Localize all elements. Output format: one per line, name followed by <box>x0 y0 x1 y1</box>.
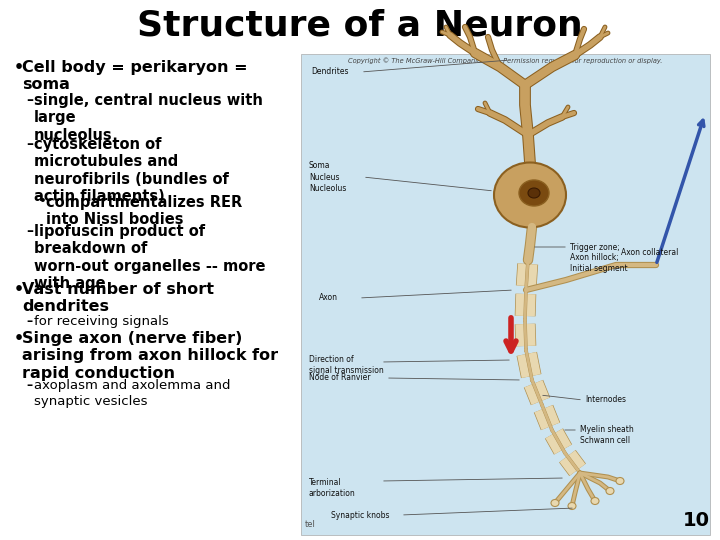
Ellipse shape <box>528 188 540 198</box>
Text: single, central nucleus with
large
nucleolus: single, central nucleus with large nucle… <box>34 93 263 143</box>
Text: Vast number of short
dendrites: Vast number of short dendrites <box>22 282 214 314</box>
Text: Axon collateral: Axon collateral <box>621 248 678 257</box>
Text: •: • <box>14 331 24 346</box>
Text: Synaptic knobs: Synaptic knobs <box>331 510 390 519</box>
Text: –: – <box>26 93 33 107</box>
Text: lipofuscin product of
breakdown of
worn-out organelles -- more
with age: lipofuscin product of breakdown of worn-… <box>34 224 266 291</box>
Text: –: – <box>26 137 33 151</box>
Text: •: • <box>38 195 45 208</box>
Ellipse shape <box>494 163 566 227</box>
Ellipse shape <box>591 497 599 504</box>
Text: Dendrites: Dendrites <box>311 68 348 77</box>
Text: compartmentalizes RER
into Nissl bodies: compartmentalizes RER into Nissl bodies <box>46 195 242 227</box>
Text: Axon: Axon <box>319 294 338 302</box>
Bar <box>301 54 710 535</box>
Text: Structure of a Neuron: Structure of a Neuron <box>137 8 583 42</box>
Text: –: – <box>26 224 33 238</box>
Text: •: • <box>14 282 24 297</box>
Text: Direction of
signal transmission: Direction of signal transmission <box>309 355 384 375</box>
Text: –: – <box>26 380 32 393</box>
Text: 10: 10 <box>683 511 710 530</box>
Text: •: • <box>14 60 24 75</box>
Ellipse shape <box>606 488 614 495</box>
Text: Trigger zone;
Axon hillock;
Initial segment: Trigger zone; Axon hillock; Initial segm… <box>570 243 628 273</box>
Ellipse shape <box>519 180 549 206</box>
Text: Myelin sheath
Schwann cell: Myelin sheath Schwann cell <box>580 425 634 445</box>
Text: Copyright © The McGraw-Hill Companies, Inc. Permission required for reproduction: Copyright © The McGraw-Hill Companies, I… <box>348 57 662 64</box>
Text: cytoskeleton of
microtubules and
neurofibrils (bundles of
actin filaments): cytoskeleton of microtubules and neurofi… <box>34 137 229 204</box>
Text: tel: tel <box>305 520 316 529</box>
Text: Singe axon (nerve fiber)
arising from axon hillock for
rapid conduction: Singe axon (nerve fiber) arising from ax… <box>22 331 278 381</box>
Text: –: – <box>26 315 32 328</box>
Text: axoplasm and axolemma and
synaptic vesicles: axoplasm and axolemma and synaptic vesic… <box>34 380 230 408</box>
Text: Soma
Nucleus
Nucleolus: Soma Nucleus Nucleolus <box>309 161 346 193</box>
Ellipse shape <box>616 477 624 484</box>
Text: Node of Ranvier: Node of Ranvier <box>309 374 371 382</box>
Text: Cell body = perikaryon =
soma: Cell body = perikaryon = soma <box>22 60 248 92</box>
Text: Internodes: Internodes <box>585 395 626 404</box>
Ellipse shape <box>568 503 576 510</box>
Ellipse shape <box>551 500 559 507</box>
Text: Terminal
arborization: Terminal arborization <box>309 478 356 498</box>
Text: for receiving signals: for receiving signals <box>34 315 168 328</box>
